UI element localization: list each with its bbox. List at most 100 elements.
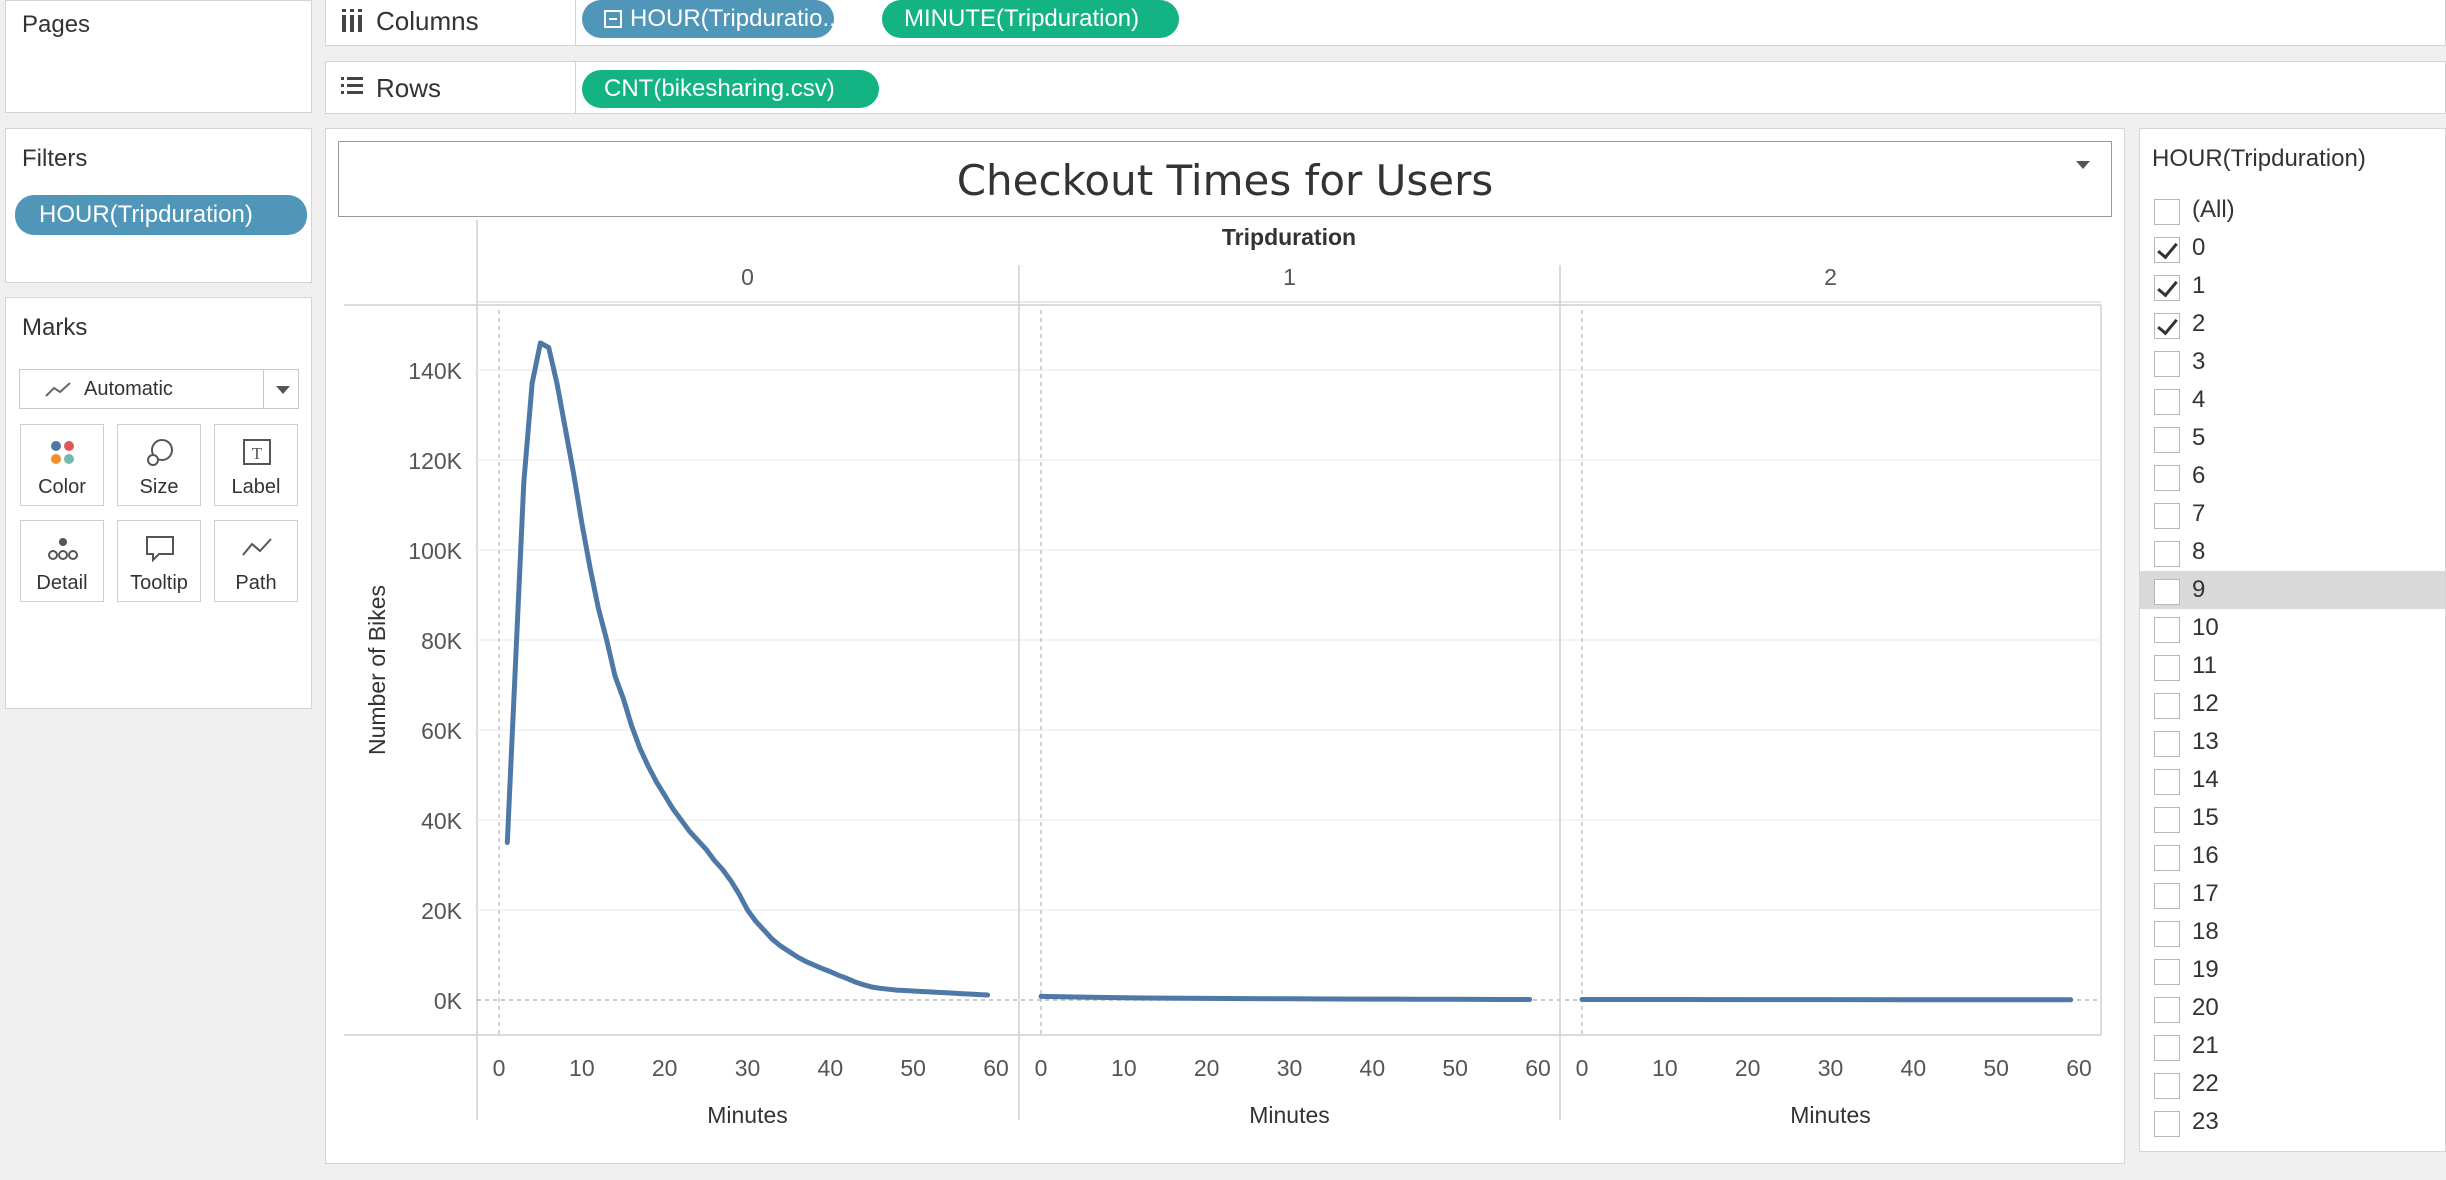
chevron-down-icon — [276, 386, 290, 394]
filter-checkbox[interactable] — [2154, 807, 2180, 833]
filter-item-21[interactable]: 21 — [2140, 1027, 2445, 1065]
color-button[interactable]: Color — [20, 424, 104, 506]
filter-item-23[interactable]: 23 — [2140, 1103, 2445, 1141]
filter-checkbox[interactable] — [2154, 959, 2180, 985]
x-tick-label: 60 — [1525, 1055, 1551, 1081]
text-label-icon: T — [243, 439, 271, 465]
filter-checkbox[interactable] — [2154, 883, 2180, 909]
rows-pill-count[interactable]: CNT(bikesharing.csv) — [582, 70, 879, 108]
detail-button[interactable]: Detail — [20, 520, 104, 602]
filter-item-13[interactable]: 13 — [2140, 723, 2445, 761]
filter-checkbox[interactable] — [2154, 503, 2180, 529]
columns-shelf[interactable]: Columns HOUR(Tripduratio.. MINUTE(Tripdu… — [325, 0, 2446, 46]
filter-item-label: 18 — [2192, 918, 2219, 945]
filter-checkbox[interactable] — [2154, 541, 2180, 567]
rows-shelf[interactable]: Rows CNT(bikesharing.csv) — [325, 61, 2446, 114]
filter-item-20[interactable]: 20 — [2140, 989, 2445, 1027]
filters-panel[interactable]: Filters HOUR(Tripduration) — [5, 128, 312, 283]
filter-checkbox[interactable] — [2154, 237, 2180, 263]
column-header-title: Tripduration — [1222, 224, 1356, 250]
filter-checkbox[interactable] — [2154, 389, 2180, 415]
path-button[interactable]: Path — [214, 520, 298, 602]
filter-item-4[interactable]: 4 — [2140, 381, 2445, 419]
filter-checkbox[interactable] — [2154, 275, 2180, 301]
filter-checkbox[interactable] — [2154, 1073, 2180, 1099]
filter-item-3[interactable]: 3 — [2140, 343, 2445, 381]
filter-checkbox[interactable] — [2154, 313, 2180, 339]
rows-icon — [341, 77, 363, 94]
filter-item-14[interactable]: 14 — [2140, 761, 2445, 799]
x-tick-label: 30 — [1277, 1055, 1303, 1081]
series-line-hour-0 — [504, 340, 991, 998]
hour-quick-filter: HOUR(Tripduration) (All) 0 1 2 3 4 5 6 7 8 9 10 11 12… — [2139, 128, 2446, 1152]
filter-checkbox[interactable] — [2154, 693, 2180, 719]
filter-checkbox[interactable] — [2154, 617, 2180, 643]
checkout-times-chart: Tripduration 0K 20K 40K 60K 80K 100K 120K 140K Nu… — [344, 220, 2102, 1128]
filter-checkbox[interactable] — [2154, 997, 2180, 1023]
filter-item-label: 12 — [2192, 690, 2219, 717]
filter-item-2[interactable]: 2 — [2140, 305, 2445, 343]
filter-checkbox[interactable] — [2154, 427, 2180, 453]
filter-item-18[interactable]: 18 — [2140, 913, 2445, 951]
filter-checkbox[interactable] — [2154, 731, 2180, 757]
filter-checkbox[interactable] — [2154, 655, 2180, 681]
filter-item-6[interactable]: 6 — [2140, 457, 2445, 495]
y-tick-label: 80K — [421, 628, 463, 654]
label-button[interactable]: T Label — [214, 424, 298, 506]
tooltip-button[interactable]: Tooltip — [117, 520, 201, 602]
x-tick-label: 10 — [1652, 1055, 1678, 1081]
pages-panel[interactable]: Pages — [5, 0, 312, 113]
filter-item-label: 6 — [2192, 462, 2206, 489]
pane-header-label: 0 — [741, 264, 754, 290]
size-button[interactable]: Size — [117, 424, 201, 506]
filter-item-10[interactable]: 10 — [2140, 609, 2445, 647]
filter-item-label: 3 — [2192, 348, 2206, 375]
pane-header-label: 2 — [1824, 264, 1837, 290]
filter-checkbox[interactable] — [2154, 921, 2180, 947]
filter-item-12[interactable]: 12 — [2140, 685, 2445, 723]
filter-item-9[interactable]: 9 — [2140, 571, 2445, 609]
size-label: Size — [139, 476, 179, 498]
filter-checkbox[interactable] — [2154, 1035, 2180, 1061]
filter-item-8[interactable]: 8 — [2140, 533, 2445, 571]
x-tick-label: 0 — [1035, 1055, 1048, 1081]
filter-pill[interactable]: HOUR(Tripduration) — [15, 195, 307, 235]
mark-type-dropdown[interactable]: Automatic — [19, 369, 299, 409]
filter-item-16[interactable]: 16 — [2140, 837, 2445, 875]
columns-icon — [342, 9, 362, 32]
filter-item-17[interactable]: 17 — [2140, 875, 2445, 913]
x-tick-label: 50 — [1442, 1055, 1468, 1081]
filter-item-7[interactable]: 7 — [2140, 495, 2445, 533]
x-tick-label: 30 — [1818, 1055, 1844, 1081]
view-title-box[interactable]: Checkout Times for Users — [338, 141, 2112, 217]
columns-pill-minute[interactable]: MINUTE(Tripduration) — [882, 0, 1179, 38]
columns-pill-hour[interactable]: HOUR(Tripduratio.. — [582, 0, 834, 38]
filter-item-11[interactable]: 11 — [2140, 647, 2445, 685]
filter-checkbox[interactable] — [2154, 351, 2180, 377]
filter-checkbox[interactable] — [2154, 845, 2180, 871]
filter-item-label: 8 — [2192, 538, 2206, 565]
filters-title: Filters — [22, 145, 88, 172]
filter-checkbox[interactable] — [2154, 199, 2180, 225]
filter-item-5[interactable]: 5 — [2140, 419, 2445, 457]
filter-checkbox[interactable] — [2154, 465, 2180, 491]
filter-item-22[interactable]: 22 — [2140, 1065, 2445, 1103]
filter-item-label: 21 — [2192, 1032, 2219, 1059]
view-panel: Checkout Times for Users — [325, 128, 2125, 1164]
filter-item-all[interactable]: (All) — [2140, 191, 2445, 229]
filter-item-0[interactable]: 0 — [2140, 229, 2445, 267]
filter-item-15[interactable]: 15 — [2140, 799, 2445, 837]
filter-item-label: 4 — [2192, 386, 2206, 413]
filter-item-1[interactable]: 1 — [2140, 267, 2445, 305]
y-tick-label: 0K — [434, 988, 463, 1014]
filter-checkbox[interactable] — [2154, 579, 2180, 605]
marks-panel: Marks Automatic Color Size T Label Detai… — [5, 297, 312, 709]
x-tick-label: 20 — [652, 1055, 678, 1081]
filter-checkbox[interactable] — [2154, 1111, 2180, 1137]
title-dropdown-icon[interactable] — [2075, 160, 2091, 170]
detail-label: Detail — [36, 572, 88, 594]
filter-checkbox[interactable] — [2154, 769, 2180, 795]
filter-item-19[interactable]: 19 — [2140, 951, 2445, 989]
filter-item-label: 22 — [2192, 1070, 2219, 1097]
quick-filter-title: HOUR(Tripduration) — [2152, 145, 2366, 172]
